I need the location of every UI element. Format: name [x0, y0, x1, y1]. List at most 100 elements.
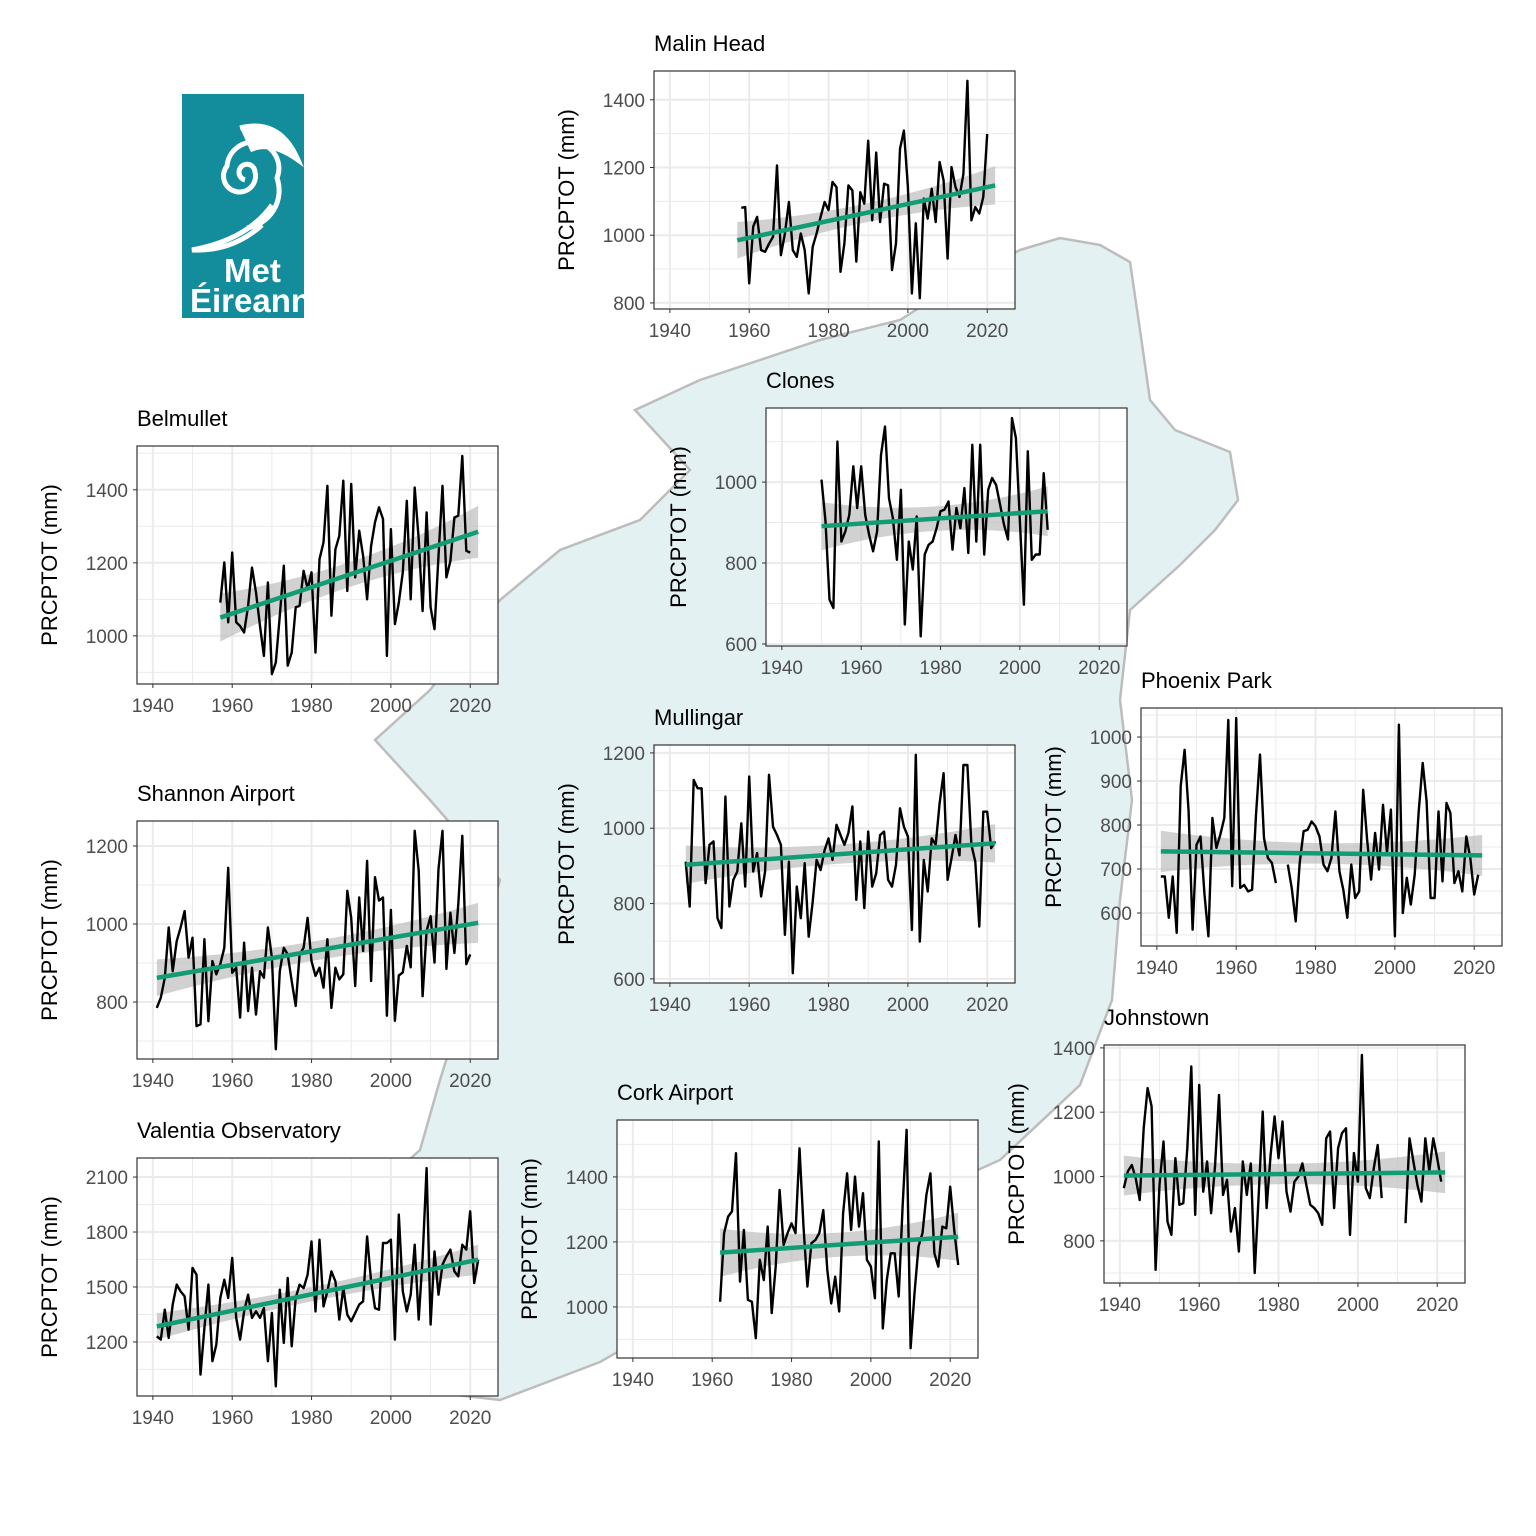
x-tick-label: 1940	[132, 1071, 174, 1092]
spiral-icon	[191, 123, 304, 253]
x-tick-label: 2020	[966, 995, 1008, 1016]
precipitation-series-line	[718, 1128, 960, 1350]
panel-valentia-observatory: 1940 1960 1980 2000 2020 1200 1500 1800 2100 Vale…	[37, 1118, 499, 1429]
trend-line	[156, 1257, 479, 1329]
y-tick-label: 1200	[603, 744, 645, 765]
y-tick-label: 600	[613, 970, 645, 991]
y-tick-label: 1000	[566, 1298, 608, 1319]
x-tick-label: 2000	[887, 995, 929, 1016]
y-tick-label: 1400	[86, 481, 128, 502]
y-tick-label: 1400	[566, 1168, 608, 1189]
y-tick-label: 700	[1100, 860, 1132, 881]
y-tick-label: 1200	[566, 1233, 608, 1254]
x-tick-label: 2000	[850, 1370, 892, 1391]
x-tick-label: 1940	[1136, 958, 1178, 979]
y-tick-label: 1400	[1053, 1039, 1095, 1060]
panel-title: Malin Head	[654, 31, 765, 56]
panel-phoenix-park: 1940 1960 1980 2000 2020 600 700 800 900 1000 Phoe…	[1041, 668, 1503, 979]
y-axis-label: PRCPTOT (mm)	[1041, 746, 1066, 908]
y-axis-label: PRCPTOT (mm)	[1004, 1083, 1029, 1245]
trend-line	[219, 529, 479, 620]
x-tick-label: 1960	[211, 1071, 253, 1092]
trend-line	[685, 841, 996, 867]
x-tick-label: 1940	[649, 995, 691, 1016]
panel-border	[136, 445, 499, 685]
y-tick-label: 900	[1100, 772, 1132, 793]
y-axis-label: PRCPTOT (mm)	[517, 1158, 542, 1320]
trend-line	[821, 508, 1048, 529]
trend-line	[736, 183, 996, 243]
station-panels: 1940 1960 1980 2000 2020 800 1000 1200 1400 Malin…	[37, 31, 1503, 1429]
precipitation-series-line	[741, 79, 989, 300]
panel-title: Shannon Airport	[137, 781, 295, 806]
y-tick-label: 1800	[86, 1223, 128, 1244]
y-tick-label: 1200	[86, 1333, 128, 1354]
y-axis-label: PRCPTOT (mm)	[37, 859, 62, 1021]
panel-border	[136, 1157, 499, 1397]
y-tick-label: 1500	[86, 1278, 128, 1299]
x-tick-label: 2020	[929, 1370, 971, 1391]
x-tick-label: 1980	[290, 696, 332, 717]
y-axis-label: PRCPTOT (mm)	[554, 109, 579, 271]
trend-line	[1160, 849, 1483, 858]
x-tick-label: 1960	[840, 658, 882, 679]
y-tick-label: 1000	[603, 819, 645, 840]
y-tick-label: 600	[725, 635, 757, 656]
precipitation-series-line	[1122, 1053, 1443, 1275]
x-tick-label: 1980	[770, 1370, 812, 1391]
x-tick-label: 1940	[649, 321, 691, 342]
panel-johnstown: 1940 1960 1980 2000 2020 800 1000 1200 1400 Johns…	[1004, 1005, 1466, 1316]
x-tick-label: 1960	[1215, 958, 1257, 979]
y-tick-label: 1200	[86, 837, 128, 858]
panel-mullingar: 1940 1960 1980 2000 2020 600 800 1000 1200 Mullin…	[554, 705, 1016, 1016]
logo-text-eireann: Éireann	[190, 282, 311, 319]
x-tick-label: 2020	[449, 1071, 491, 1092]
panel-title: Phoenix Park	[1141, 668, 1273, 693]
y-tick-label: 800	[613, 895, 645, 916]
y-tick-label: 1200	[603, 158, 645, 179]
x-tick-label: 2020	[1416, 1295, 1458, 1316]
x-tick-label: 1960	[728, 321, 770, 342]
x-tick-label: 2000	[370, 696, 412, 717]
y-tick-label: 1000	[86, 627, 128, 648]
x-tick-label: 1940	[132, 696, 174, 717]
precipitation-series-line	[155, 829, 472, 1051]
y-tick-label: 1000	[86, 915, 128, 936]
y-tick-label: 800	[725, 554, 757, 575]
x-tick-label: 2000	[1374, 958, 1416, 979]
x-tick-label: 2020	[966, 321, 1008, 342]
x-tick-label: 1940	[761, 658, 803, 679]
panel-title: Clones	[766, 368, 834, 393]
x-tick-label: 1940	[612, 1370, 654, 1391]
panel-border	[653, 70, 1016, 310]
x-tick-label: 1940	[132, 1408, 174, 1429]
panel-cork-airport: 1940 1960 1980 2000 2020 1000 1200 1400 Cork Air…	[517, 1080, 979, 1391]
y-tick-label: 1400	[603, 91, 645, 112]
logo-text-met: Met	[224, 252, 281, 289]
y-tick-label: 1000	[1053, 1168, 1095, 1189]
y-axis-label: PRCPTOT (mm)	[37, 484, 62, 646]
y-tick-label: 1000	[715, 473, 757, 494]
y-axis-label: PRCPTOT (mm)	[666, 446, 691, 608]
plot-background	[1141, 708, 1502, 946]
panel-border	[1140, 707, 1503, 947]
x-tick-label: 1980	[1294, 958, 1336, 979]
panel-border	[1103, 1044, 1466, 1284]
y-tick-label: 2100	[86, 1168, 128, 1189]
y-tick-label: 800	[613, 294, 645, 315]
x-tick-label: 2020	[1078, 658, 1120, 679]
panel-border	[653, 744, 1016, 984]
panel-border	[136, 820, 499, 1060]
panel-border	[765, 407, 1128, 647]
y-tick-label: 1000	[603, 226, 645, 247]
met-eireann-logo: Met Éireann	[182, 94, 311, 319]
trend-line	[719, 1234, 959, 1255]
x-tick-label: 1960	[1178, 1295, 1220, 1316]
precipitation-series-line	[156, 1166, 480, 1388]
precipitation-series-line	[684, 753, 997, 975]
x-tick-label: 2000	[370, 1408, 412, 1429]
x-tick-label: 1940	[1099, 1295, 1141, 1316]
y-axis-label: PRCPTOT (mm)	[37, 1196, 62, 1358]
precipitation-series-line	[820, 416, 1049, 638]
x-tick-label: 1960	[691, 1370, 733, 1391]
